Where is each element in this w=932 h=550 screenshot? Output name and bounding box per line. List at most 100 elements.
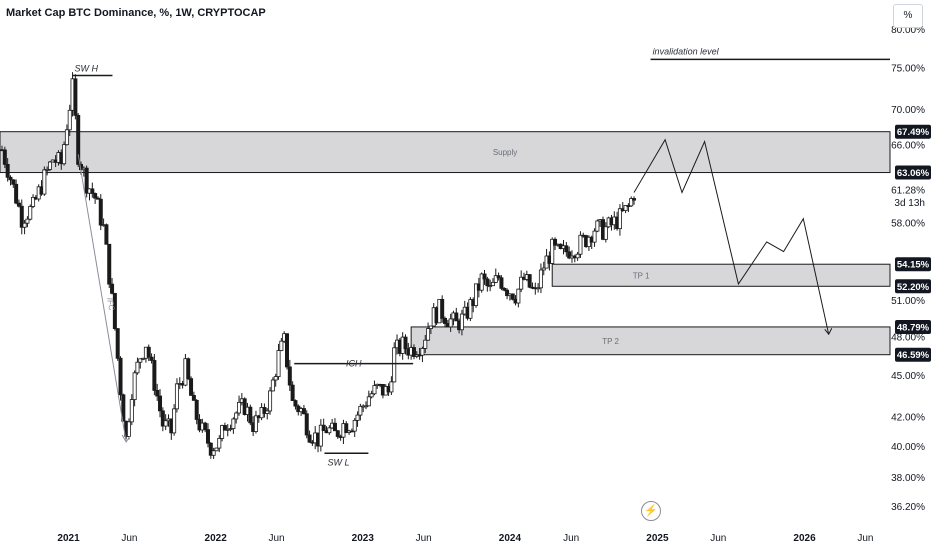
y-tick-label: 38.00%: [891, 473, 925, 484]
candle-body: [389, 381, 394, 393]
candle-body: [617, 208, 622, 230]
candle-body: [474, 283, 479, 306]
y-tick-label: 40.00%: [891, 442, 925, 453]
candle-body: [270, 379, 275, 392]
candle-body: [8, 176, 13, 181]
candle-body: [428, 325, 433, 329]
candle-body: [318, 424, 323, 447]
candle-body: [248, 406, 253, 424]
candle-body: [93, 193, 98, 199]
candle-body: [5, 163, 10, 178]
y-tick-label: 42.00%: [891, 413, 925, 424]
x-tick-label: 2025: [646, 533, 669, 544]
candle-body: [592, 230, 597, 243]
candle-body: [141, 357, 146, 360]
drawn-line-label: SW L: [327, 457, 349, 467]
candle-body: [118, 357, 123, 396]
candle-body: [112, 292, 117, 329]
candle-body: [575, 253, 580, 259]
candle-body: [502, 287, 507, 291]
candle-body: [115, 328, 120, 359]
price-label: 48.79%: [897, 322, 930, 333]
candle-body: [237, 401, 242, 414]
zone-label: TP 1: [633, 271, 650, 280]
y-tick-label: 80.00%: [891, 25, 925, 36]
candle-body: [567, 251, 572, 259]
y-tick-label: 70.00%: [891, 105, 925, 116]
drawn-line-label: SW H: [75, 63, 99, 73]
candle-body: [420, 347, 425, 356]
candle-body: [541, 267, 546, 271]
ifc-arrowhead: [121, 434, 131, 443]
candle-body: [2, 149, 7, 165]
y-tick-label: 58.00%: [891, 218, 925, 229]
candle-body: [496, 275, 501, 279]
candle-body: [14, 183, 19, 204]
x-tick-label: 2026: [793, 533, 816, 544]
candle-body: [623, 205, 628, 211]
candle-body: [64, 129, 69, 146]
zone-box: [0, 131, 891, 174]
candle-body: [268, 390, 273, 412]
candle-body: [31, 196, 36, 207]
candle-body: [290, 384, 295, 401]
price-label: 54.15%: [897, 260, 930, 271]
candle-body: [47, 161, 52, 170]
price-label: 67.49%: [897, 127, 930, 138]
candle-body: [191, 395, 196, 401]
candle-body: [493, 275, 498, 283]
candle-body: [211, 450, 216, 456]
candle-body: [510, 293, 515, 300]
candle-body: [189, 378, 194, 396]
candle-body: [273, 376, 278, 381]
candle-body: [104, 224, 109, 245]
candle-body: [214, 447, 219, 452]
candle-body: [411, 347, 416, 357]
x-tick-label: Jun: [268, 533, 284, 544]
candle-body: [482, 273, 487, 280]
candle-body: [369, 393, 374, 398]
candle-body: [163, 420, 168, 427]
lightning-icon[interactable]: ⚡: [641, 501, 661, 521]
x-tick-label: Jun: [710, 533, 726, 544]
projection-arrowhead: [824, 328, 833, 336]
x-tick-label: Jun: [121, 533, 137, 544]
candle-body: [352, 420, 357, 432]
candle-body: [363, 405, 368, 408]
candle-body: [276, 350, 281, 377]
price-label-badge: [895, 279, 931, 294]
candle-body: [327, 427, 332, 434]
candle-body: [28, 206, 33, 220]
y-tick-label: 61.28%: [891, 185, 925, 196]
candle-body: [578, 234, 583, 255]
candle-body: [138, 358, 143, 363]
candle-body: [632, 198, 637, 201]
candle-body: [205, 429, 210, 444]
price-label: 63.06%: [897, 168, 930, 179]
candle-body: [220, 425, 225, 439]
drawn-line-label: invalidation level: [653, 46, 720, 56]
x-tick-label: 2024: [499, 533, 522, 544]
candle-body: [629, 198, 634, 207]
candle-body: [442, 317, 447, 324]
candle-body: [155, 389, 160, 397]
zone-label: Supply: [493, 148, 517, 157]
candle-body: [222, 425, 227, 431]
candle-body: [485, 278, 490, 287]
candle-body: [98, 198, 103, 226]
candle-body: [372, 385, 377, 395]
candle-body: [479, 273, 484, 291]
candle-body: [488, 285, 493, 288]
candle-body: [335, 430, 340, 437]
candle-body: [536, 287, 541, 290]
candle-body: [293, 400, 298, 407]
percent-scale-button[interactable]: %: [893, 4, 923, 28]
x-tick-label: Jun: [563, 533, 579, 544]
candle-body: [321, 424, 326, 432]
candle-body: [129, 399, 134, 423]
candle-body: [603, 226, 608, 240]
candle-body: [84, 167, 89, 194]
projection-path: [633, 138, 830, 335]
candle-body: [95, 197, 100, 200]
